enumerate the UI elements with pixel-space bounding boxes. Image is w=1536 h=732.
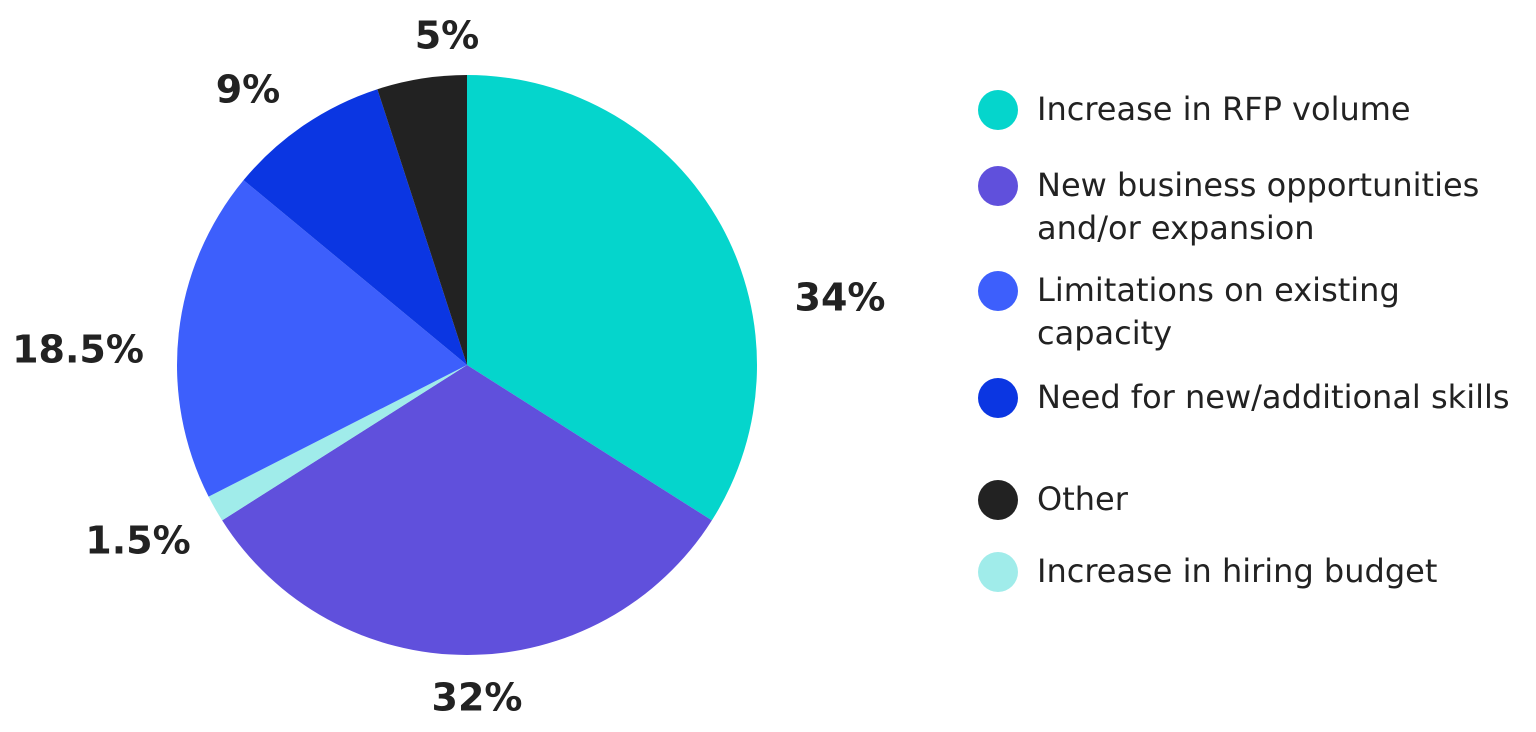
legend-label: Need for new/additional skills: [1037, 378, 1510, 416]
legend-swatch: [978, 271, 1018, 311]
legend-label: Increase in hiring budget: [1037, 552, 1438, 590]
value-label: 5%: [415, 14, 480, 58]
legend-label: Increase in RFP volume: [1037, 90, 1411, 128]
pie-slice: [177, 180, 467, 497]
value-label: 9%: [216, 68, 281, 112]
value-label: 34%: [795, 276, 886, 320]
legend-item: New business opportunities and/or expans…: [978, 166, 1517, 250]
legend-item: Other: [978, 480, 1517, 521]
pie-slice: [222, 365, 712, 656]
value-label: 1.5%: [85, 519, 190, 563]
legend-swatch: [978, 552, 1018, 592]
legend-item: Increase in hiring budget: [978, 552, 1517, 593]
legend-label: New business opportunities and/or expans…: [1037, 166, 1480, 247]
value-label: 32%: [432, 676, 523, 720]
legend-swatch: [978, 378, 1018, 418]
legend-swatch: [978, 166, 1018, 206]
pie-slice: [467, 75, 757, 521]
legend-swatch: [978, 480, 1018, 520]
legend-item: Increase in RFP volume: [978, 90, 1517, 131]
legend-label: Limitations on existing capacity: [1037, 271, 1400, 352]
pie-slice: [243, 89, 467, 366]
pie-slice: [208, 365, 468, 521]
value-label: 18.5%: [12, 328, 144, 372]
legend-label: Other: [1037, 480, 1128, 518]
pie-slice: [377, 75, 467, 365]
legend-item: Need for new/additional skills: [978, 378, 1517, 419]
legend-swatch: [978, 90, 1018, 130]
legend-item: Limitations on existing capacity: [978, 271, 1517, 355]
